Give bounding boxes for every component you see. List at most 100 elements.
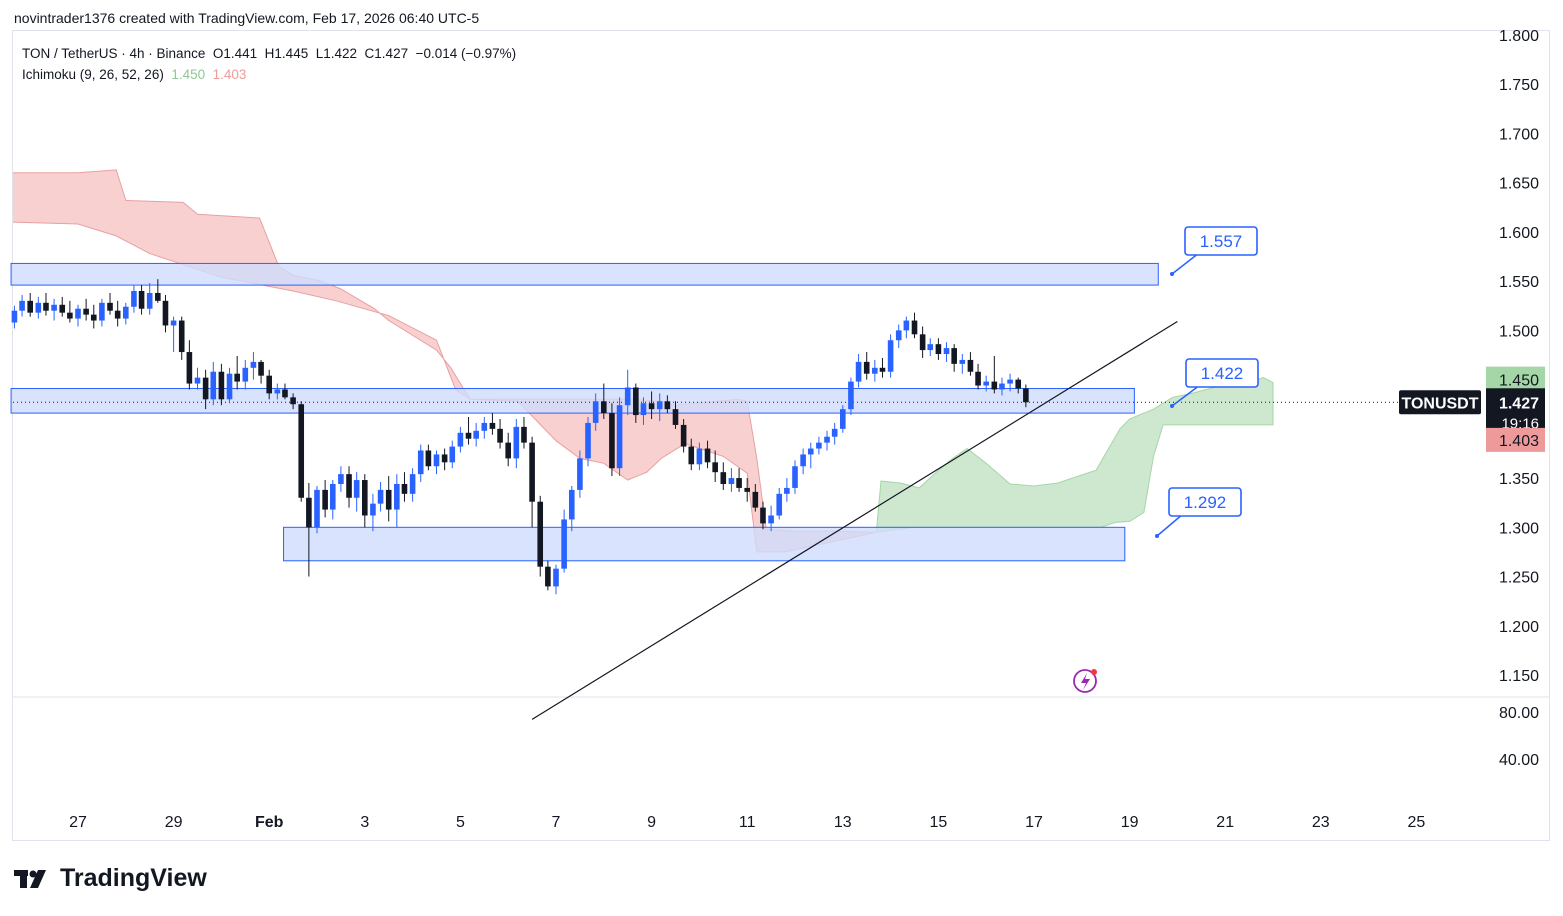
symbol-title[interactable]: TON / TetherUS · 4h · Binance — [22, 46, 206, 61]
callout-box[interactable] — [1168, 487, 1242, 517]
y-tick-label: 1.500 — [1499, 323, 1539, 340]
ohlc-open: O1.441 — [212, 46, 258, 61]
price-tag-label: 1.427 — [1499, 395, 1539, 412]
candle — [991, 381, 998, 390]
callout-label-level_mid: 1.422 — [1201, 364, 1244, 383]
candle — [314, 489, 320, 528]
callout-pointer — [1171, 384, 1201, 407]
candle — [967, 359, 974, 372]
subpane-tick-label: 80.00 — [1499, 705, 1539, 722]
price-tag — [1486, 388, 1545, 433]
y-tick-label: 1.350 — [1499, 471, 1539, 488]
candle — [768, 515, 774, 524]
candle — [282, 389, 288, 398]
candle — [784, 487, 790, 494]
tradingview-logo-icon — [14, 869, 46, 888]
x-tick-label: 15 — [930, 814, 948, 831]
price-change: −0.014 (−0.97%) — [415, 46, 517, 61]
candle — [90, 314, 97, 321]
candle — [728, 478, 735, 484]
candle — [441, 454, 448, 463]
candle — [194, 377, 201, 384]
candle — [394, 483, 400, 510]
candle — [138, 291, 145, 309]
candle — [489, 422, 496, 429]
span-b-tag — [1486, 427, 1545, 452]
trendline[interactable] — [531, 321, 1178, 720]
candle — [449, 446, 456, 463]
zone-rect-2[interactable] — [283, 526, 1126, 562]
candle — [792, 466, 798, 488]
x-tick-label: 13 — [834, 814, 852, 831]
candle — [19, 300, 25, 311]
callout-label-level_low: 1.292 — [1184, 493, 1227, 512]
tradingview-logo[interactable]: TradingView — [14, 864, 207, 893]
candle — [409, 474, 416, 494]
candle — [67, 312, 73, 319]
candle — [927, 344, 934, 351]
candle — [688, 446, 695, 465]
candle — [274, 389, 281, 394]
candle — [776, 493, 783, 516]
candle — [680, 424, 687, 447]
chart-caption: novintrader1376 created with TradingView… — [14, 10, 480, 26]
candle — [672, 409, 679, 425]
x-tick-label: 27 — [69, 814, 87, 831]
callout-box[interactable] — [1185, 358, 1259, 388]
candle — [306, 497, 312, 528]
candle — [75, 308, 81, 319]
zone-rect-1[interactable] — [10, 387, 1135, 414]
indicator-legend: Ichimoku (9, 26, 52, 26) 1.450 1.403 — [22, 67, 246, 82]
x-tick-label: 17 — [1025, 814, 1043, 831]
candle — [848, 381, 854, 410]
candle — [99, 302, 105, 321]
candle — [155, 292, 161, 301]
y-tick-label: 1.150 — [1499, 668, 1539, 685]
y-tick-label: 1.800 — [1499, 28, 1539, 45]
y-tick-label: 1.750 — [1499, 77, 1539, 94]
candle — [879, 367, 886, 372]
indicator-title[interactable]: Ichimoku (9, 26, 52, 26) — [22, 67, 164, 82]
zone-rect-0[interactable] — [10, 262, 1159, 286]
candle — [465, 432, 472, 439]
candle — [473, 430, 479, 439]
candle — [266, 375, 272, 394]
candle — [744, 487, 750, 492]
y-tick-label: 1.700 — [1499, 126, 1539, 143]
candle — [497, 428, 503, 443]
symbol-tag — [1399, 390, 1481, 415]
x-tick-label: 19 — [1121, 814, 1139, 831]
candle — [346, 474, 352, 498]
candle — [656, 401, 663, 410]
candle — [592, 401, 599, 423]
candle — [943, 348, 950, 355]
x-tick-label: 21 — [1216, 814, 1234, 831]
flash-icon-bolt — [1081, 673, 1090, 690]
candle — [425, 450, 432, 467]
indicator-value-span-a: 1.450 — [171, 67, 206, 82]
flash-icon[interactable] — [1073, 669, 1097, 693]
callout-box[interactable] — [1184, 226, 1258, 256]
callout-anchor — [1170, 404, 1174, 408]
candle — [457, 432, 464, 447]
candle — [242, 367, 249, 382]
candle — [178, 320, 185, 353]
candle — [959, 359, 966, 364]
candle — [401, 483, 408, 494]
candle — [290, 397, 296, 405]
candle — [131, 291, 137, 307]
candle — [123, 306, 129, 319]
candle — [712, 462, 718, 473]
candle — [59, 304, 66, 313]
y-tick-label: 1.250 — [1499, 570, 1539, 587]
x-tick-label: 25 — [1408, 814, 1426, 831]
candle — [377, 489, 384, 504]
candle — [1023, 388, 1029, 403]
candle — [186, 352, 193, 384]
candle — [529, 442, 535, 502]
candle — [831, 428, 838, 437]
ichimoku-cloud-bullish — [875, 377, 1274, 533]
indicator-value-span-b: 1.403 — [212, 67, 247, 82]
candle — [505, 442, 511, 459]
